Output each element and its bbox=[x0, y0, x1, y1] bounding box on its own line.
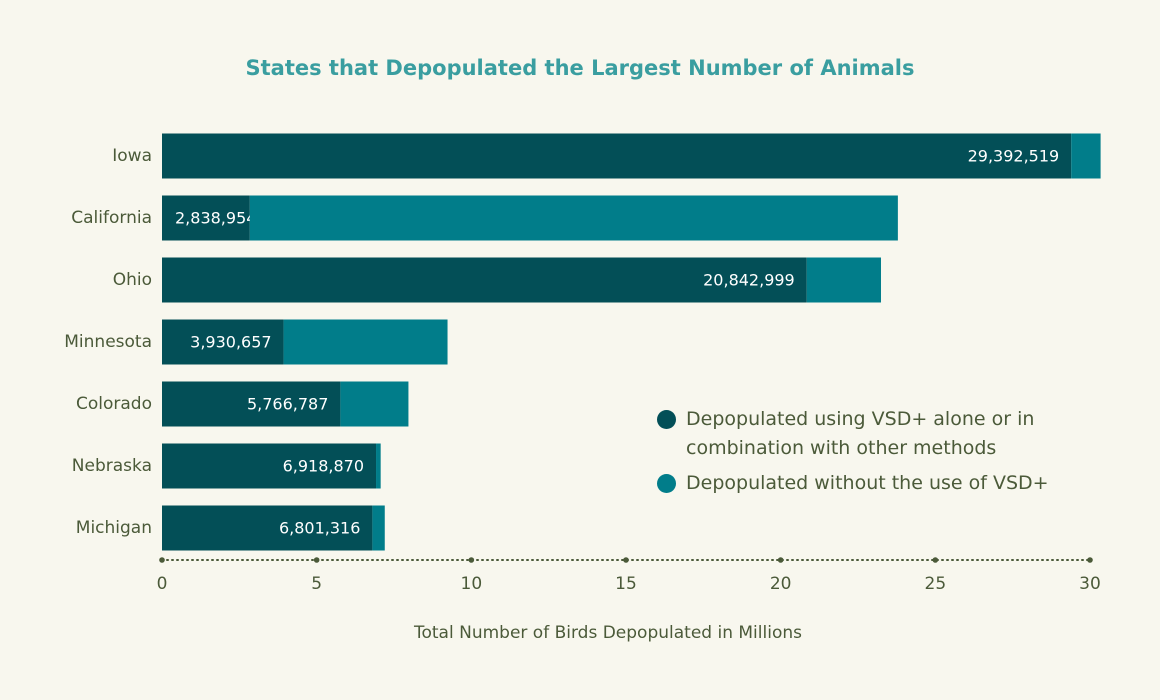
x-tick-label: 10 bbox=[461, 574, 483, 594]
value-label: 29,392,519 bbox=[968, 147, 1060, 166]
bar-segment bbox=[162, 257, 807, 303]
value-label: 6,918,870 bbox=[283, 457, 364, 476]
tick-mark bbox=[932, 557, 939, 563]
tick-mark bbox=[777, 557, 784, 563]
bar-segment bbox=[162, 381, 341, 427]
bar-segment bbox=[162, 195, 250, 241]
bar-segment bbox=[806, 257, 881, 303]
value-label: 3,930,657 bbox=[190, 333, 271, 352]
bar-segment bbox=[162, 443, 377, 489]
y-tick-label: Colorado bbox=[76, 394, 152, 414]
y-tick-label: Nebraska bbox=[72, 456, 152, 476]
x-tick-label: 30 bbox=[1079, 574, 1101, 594]
tick-mark bbox=[468, 557, 475, 563]
y-tick-label: Iowa bbox=[112, 146, 152, 166]
value-label: 5,766,787 bbox=[247, 395, 328, 414]
x-axis-label: Total Number of Birds Depopulated in Mil… bbox=[413, 623, 802, 643]
bar-segment bbox=[340, 381, 409, 427]
x-tick-label: 25 bbox=[925, 574, 947, 594]
y-tick-label: Michigan bbox=[76, 518, 152, 538]
tick-mark bbox=[623, 557, 629, 563]
tick-mark bbox=[159, 557, 165, 563]
bar-segment bbox=[376, 443, 381, 489]
bar-segment bbox=[372, 505, 385, 551]
bar-segment bbox=[1071, 133, 1101, 179]
value-label: 2,838,954 bbox=[175, 209, 256, 228]
x-tick-label: 15 bbox=[615, 574, 637, 594]
legend-label: Depopulated without the use of VSD+ bbox=[686, 472, 1049, 494]
bar-segment bbox=[162, 133, 1072, 179]
bar-segment bbox=[283, 319, 448, 365]
value-label: 6,801,316 bbox=[279, 519, 360, 538]
x-tick-label: 20 bbox=[770, 574, 792, 594]
x-tick-label: 0 bbox=[157, 574, 168, 594]
tick-mark bbox=[313, 557, 320, 563]
y-tick-label: Minnesota bbox=[64, 332, 152, 352]
bar-segment bbox=[249, 195, 898, 241]
bar-segment bbox=[162, 505, 373, 551]
y-tick-label: Ohio bbox=[113, 270, 152, 290]
legend: Depopulated using VSD+ alone or in combi… bbox=[656, 405, 1076, 504]
legend-label: Depopulated using VSD+ alone or in combi… bbox=[686, 408, 1035, 459]
tick-mark bbox=[1087, 557, 1093, 563]
legend-swatch bbox=[657, 474, 676, 493]
legend-item: Depopulated without the use of VSD+ bbox=[656, 469, 1076, 498]
y-tick-label: California bbox=[71, 208, 152, 228]
legend-swatch bbox=[657, 410, 676, 429]
legend-item: Depopulated using VSD+ alone or in combi… bbox=[656, 405, 1076, 463]
chart-title: States that Depopulated the Largest Numb… bbox=[246, 56, 915, 80]
value-label: 20,842,999 bbox=[703, 271, 795, 290]
bar-segment bbox=[162, 319, 284, 365]
x-tick-label: 5 bbox=[311, 574, 322, 594]
